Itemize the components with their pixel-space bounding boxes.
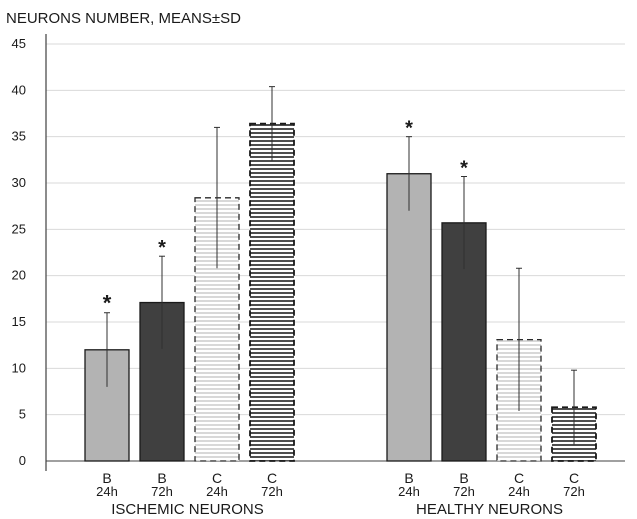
x-category-label: B — [157, 470, 166, 486]
x-time-label: 72h — [563, 484, 585, 499]
y-tick-label: 15 — [12, 314, 26, 329]
x-category-label: B — [459, 470, 468, 486]
y-axis-title: NEURONS NUMBER, MEANS±SD — [6, 10, 241, 27]
y-tick-label: 5 — [19, 407, 26, 422]
significance-star: * — [460, 158, 468, 180]
bar-healthy-b-24h — [386, 173, 432, 462]
labels: 051015202530354045*B24h*B72hC24hC72hISCH… — [12, 36, 585, 518]
bars — [84, 86, 597, 462]
x-time-label: 24h — [508, 484, 530, 499]
bar-ischemic-b-72h — [139, 301, 185, 462]
y-tick-label: 10 — [12, 360, 26, 375]
x-category-label: C — [514, 470, 524, 486]
x-category-label: C — [267, 470, 277, 486]
y-tick-label: 45 — [12, 36, 26, 51]
x-time-label: 24h — [96, 484, 118, 499]
y-tick-label: 0 — [19, 453, 26, 468]
x-time-label: 24h — [206, 484, 228, 499]
x-category-label: B — [102, 470, 111, 486]
y-tick-label: 40 — [12, 82, 26, 97]
x-time-label: 24h — [398, 484, 420, 499]
x-category-label: B — [404, 470, 413, 486]
group-label: ISCHEMIC NEURONS — [111, 501, 264, 518]
significance-star: * — [405, 118, 413, 140]
bar-ischemic-c-72h — [249, 122, 295, 462]
x-time-label: 72h — [453, 484, 475, 499]
y-tick-label: 25 — [12, 221, 26, 236]
significance-star: * — [103, 291, 112, 316]
x-time-label: 72h — [151, 484, 173, 499]
y-tick-label: 30 — [12, 175, 26, 190]
y-tick-label: 20 — [12, 268, 26, 283]
group-label: HEALTHY NEURONS — [416, 501, 563, 518]
x-category-label: C — [569, 470, 579, 486]
x-time-label: 72h — [261, 484, 283, 499]
significance-star: * — [158, 237, 166, 259]
x-category-label: C — [212, 470, 222, 486]
y-tick-label: 35 — [12, 129, 26, 144]
